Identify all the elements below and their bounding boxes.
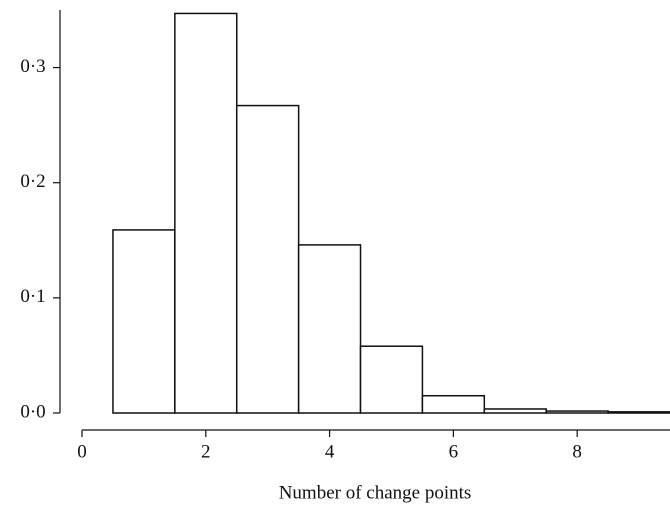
bar	[112, 229, 176, 414]
x-tick-label: 4	[325, 441, 335, 462]
y-tick-label: 0·3	[20, 56, 45, 77]
bar	[607, 411, 670, 414]
bar	[359, 345, 424, 414]
y-tick-label: 0·2	[20, 171, 45, 192]
bar	[297, 244, 362, 414]
y-tick-label: 0·1	[20, 286, 45, 307]
x-tick-label: 6	[449, 441, 459, 462]
bar	[421, 394, 486, 414]
bar	[174, 12, 238, 414]
x-axis-label: Number of change points	[279, 482, 472, 503]
bar	[483, 408, 547, 414]
x-tick-label: 0	[77, 441, 87, 462]
bar	[545, 410, 609, 414]
x-tick-label: 2	[201, 441, 211, 462]
y-tick-label: 0·0	[20, 401, 45, 422]
x-tick-label: 8	[572, 441, 582, 462]
bar	[235, 104, 300, 414]
